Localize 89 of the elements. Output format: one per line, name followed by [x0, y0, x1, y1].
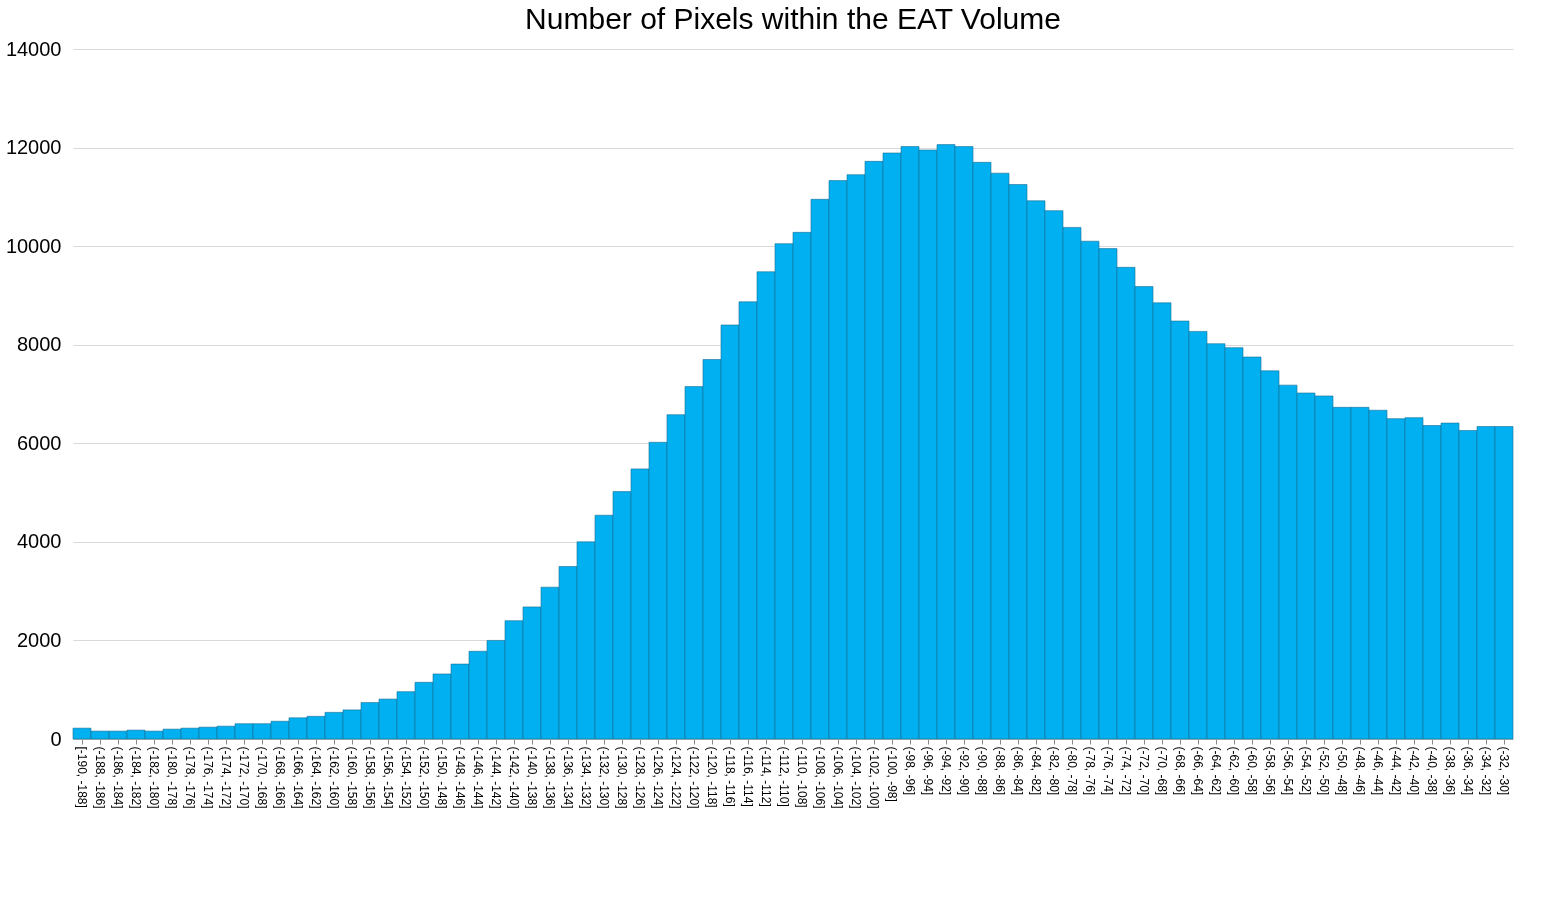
x-tick-label: (-116, -114]: [741, 746, 755, 807]
x-tick-label: (-118, -116]: [723, 746, 737, 807]
x-tick-label: (-68, -66]: [1173, 746, 1187, 796]
x-tick-label: (-124, -122]: [669, 746, 683, 809]
x-tick-label: (-88, -86]: [993, 746, 1007, 796]
x-tick-label: (-158, -156]: [363, 746, 377, 809]
x-tick-label: (-128, -126]: [633, 746, 647, 809]
x-tick-label: (-36, -34]: [1461, 746, 1475, 796]
x-tick-label: (-150, -148]: [435, 746, 449, 809]
x-tick-label: (-164, -162]: [309, 746, 323, 809]
y-tick-label: 12000: [5, 136, 62, 159]
x-tick-label: (-92, -90]: [957, 746, 971, 796]
x-tick-label: (-62, -60]: [1227, 746, 1241, 796]
x-tick-label: (-148, -146]: [453, 746, 467, 809]
x-tick-label: (-34, -32]: [1479, 746, 1493, 796]
x-tick-label: (-154, -152]: [399, 746, 413, 809]
x-tick-label: (-122, -120]: [687, 746, 701, 809]
x-tick-label: (-80, -78]: [1065, 746, 1079, 796]
x-tick-label: [-190, -188]: [75, 746, 89, 808]
x-tick-label: (-180, -178]: [165, 746, 179, 809]
x-tick-label: (-98, -96]: [903, 746, 917, 796]
x-tick-label: (-38, -36]: [1443, 746, 1457, 796]
x-tick-label: (-170, -168]: [255, 746, 269, 809]
x-tick-label: (-48, -46]: [1353, 746, 1367, 796]
x-tick-label: (-84, -82]: [1029, 746, 1043, 796]
x-tick-label: (-90, -88]: [975, 746, 989, 796]
x-tick-label: (-52, -50]: [1317, 746, 1331, 796]
x-tick-label: (-182, -180]: [147, 746, 161, 809]
x-tick-label: (-186, -184]: [111, 746, 125, 809]
x-tick-label: (-64, -62]: [1209, 746, 1223, 796]
x-tick-label: (-166, -164]: [291, 746, 305, 809]
x-tick-label: (-188, -186]: [93, 746, 107, 809]
x-tick-label: (-58, -56]: [1263, 746, 1277, 796]
y-tick-label: 2000: [17, 628, 62, 651]
x-tick-label: (-168, -166]: [273, 746, 287, 809]
x-tick-label: (-96, -94]: [921, 746, 935, 796]
x-tick-label: (-136, -134]: [561, 746, 575, 809]
x-tick-label: (-110, -108]: [795, 746, 809, 808]
y-tick-label: 8000: [17, 333, 62, 356]
x-tick-label: (-46, -44]: [1371, 746, 1385, 796]
x-tick-label: (-70, -68]: [1155, 746, 1169, 796]
x-tick-label: (-42, -40]: [1407, 746, 1421, 796]
x-tick-label: (-140, -138]: [525, 746, 539, 809]
x-tick-label: (-74, -72]: [1119, 746, 1133, 796]
x-tick-label: (-100, -98]: [885, 746, 899, 802]
x-tick-label: (-142, -140]: [507, 746, 521, 809]
x-tick-label: (-156, -154]: [381, 746, 395, 809]
x-tick-label: (-82, -80]: [1047, 746, 1061, 796]
x-tick-label: (-54, -52]: [1299, 746, 1313, 796]
x-tick-label: (-40, -38]: [1425, 746, 1439, 796]
x-tick-label: (-144, -142]: [489, 746, 503, 809]
x-tick-label: (-132, -130]: [597, 746, 611, 809]
y-tick-label: 0: [50, 727, 62, 750]
y-tick-label: 6000: [17, 431, 62, 454]
x-tick-label: (-44, -42]: [1389, 746, 1403, 796]
x-tick-label: (-176, -174]: [201, 746, 215, 809]
x-tick-label: (-146, -144]: [471, 746, 485, 809]
x-tick-label: (-32, -30]: [1497, 746, 1511, 796]
x-tick-label: (-112, -110]: [777, 746, 791, 807]
chart-title: Number of Pixels within the EAT Volume: [525, 2, 1061, 35]
x-tick-label: (-160, -158]: [345, 746, 359, 809]
x-tick-label: (-108, -106]: [813, 746, 827, 809]
x-tick-label: (-130, -128]: [615, 746, 629, 809]
x-tick-label: (-104, -102]: [849, 746, 863, 809]
x-tick-label: (-76, -74]: [1101, 746, 1115, 796]
x-tick-label: (-60, -58]: [1245, 746, 1259, 796]
x-tick-label: (-172, -170]: [237, 746, 251, 809]
x-tick-label: (-174, -172]: [219, 746, 233, 809]
x-tick-label: (-66, -64]: [1191, 746, 1205, 796]
x-tick-label: (-106, -104]: [831, 746, 845, 809]
x-tick-label: (-114, -112]: [759, 746, 773, 807]
x-tick-label: (-152, -150]: [417, 746, 431, 809]
x-tick-label: (-162, -160]: [327, 746, 341, 809]
x-tick-label: (-78, -76]: [1083, 746, 1097, 796]
x-tick-label: (-138, -136]: [543, 746, 557, 809]
y-tick-label: 10000: [5, 234, 62, 257]
x-tick-label: (-94, -92]: [939, 746, 953, 796]
x-tick-label: (-134, -132]: [579, 746, 593, 809]
x-tick-label: (-184, -182]: [129, 746, 143, 809]
y-tick-label: 14000: [5, 37, 62, 60]
x-tick-label: (-102, -100]: [867, 746, 881, 809]
x-tick-label: (-86, -84]: [1011, 746, 1025, 796]
y-tick-label: 4000: [17, 530, 62, 553]
x-tick-label: (-178, -176]: [183, 746, 197, 809]
x-tick-label: (-50, -48]: [1335, 746, 1349, 796]
x-tick-label: (-56, -54]: [1281, 746, 1295, 796]
x-tick-label: (-120, -118]: [705, 746, 719, 808]
x-tick-label: (-126, -124]: [651, 746, 665, 809]
x-tick-label: (-72, -70]: [1137, 746, 1151, 796]
